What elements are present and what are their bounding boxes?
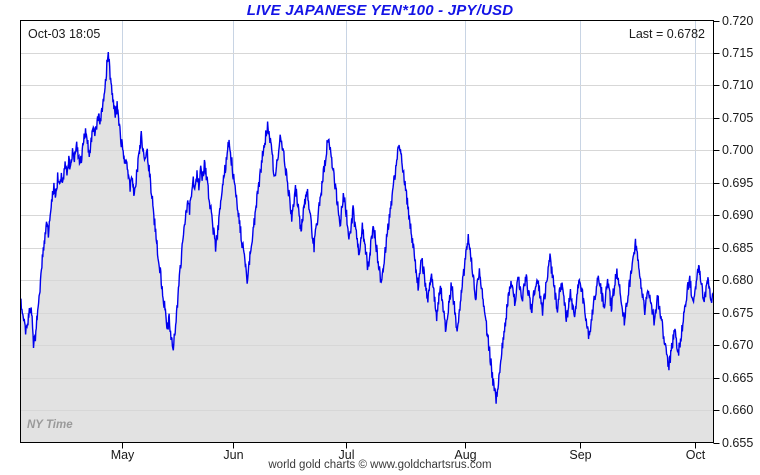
x-tick-label: Oct xyxy=(685,448,706,462)
y-tick-label: 0.670 xyxy=(722,337,754,352)
x-tick-label: May xyxy=(110,448,135,462)
y-tick-label: 0.655 xyxy=(722,435,754,450)
last-value-label: Last = 0.6782 xyxy=(628,27,705,41)
y-axis-ticks xyxy=(713,20,720,445)
page-title: LIVE JAPANESE YEN*100 - JPY/USD xyxy=(246,2,514,19)
footer-credit: world gold charts © www.goldchartsrus.co… xyxy=(268,459,492,471)
x-tick-label: Jul xyxy=(338,448,355,462)
timestamp-label: Oct-03 18:05 xyxy=(28,27,101,41)
y-tick-label: 0.700 xyxy=(722,142,754,157)
y-tick-label: 0.720 xyxy=(722,13,754,28)
y-tick-label: 0.715 xyxy=(722,45,754,60)
x-tick-label: Sep xyxy=(569,448,592,462)
y-tick-label: 0.710 xyxy=(722,77,754,92)
y-tick-label: 0.690 xyxy=(722,207,754,222)
y-tick-label: 0.695 xyxy=(722,175,754,190)
x-axis-ticks xyxy=(121,442,697,449)
y-tick-label: 0.685 xyxy=(722,240,754,255)
y-tick-label: 0.660 xyxy=(722,402,754,417)
timezone-watermark: NY Time xyxy=(27,419,73,431)
y-tick-label: 0.675 xyxy=(722,305,754,320)
price-line xyxy=(20,51,714,404)
price-area-fill xyxy=(20,52,714,443)
y-tick-label: 0.665 xyxy=(722,370,754,385)
y-tick-label: 0.705 xyxy=(722,110,754,125)
x-tick-label: Jun xyxy=(223,448,244,462)
y-tick-label: 0.680 xyxy=(722,272,754,287)
x-tick-label: Aug xyxy=(454,448,477,462)
